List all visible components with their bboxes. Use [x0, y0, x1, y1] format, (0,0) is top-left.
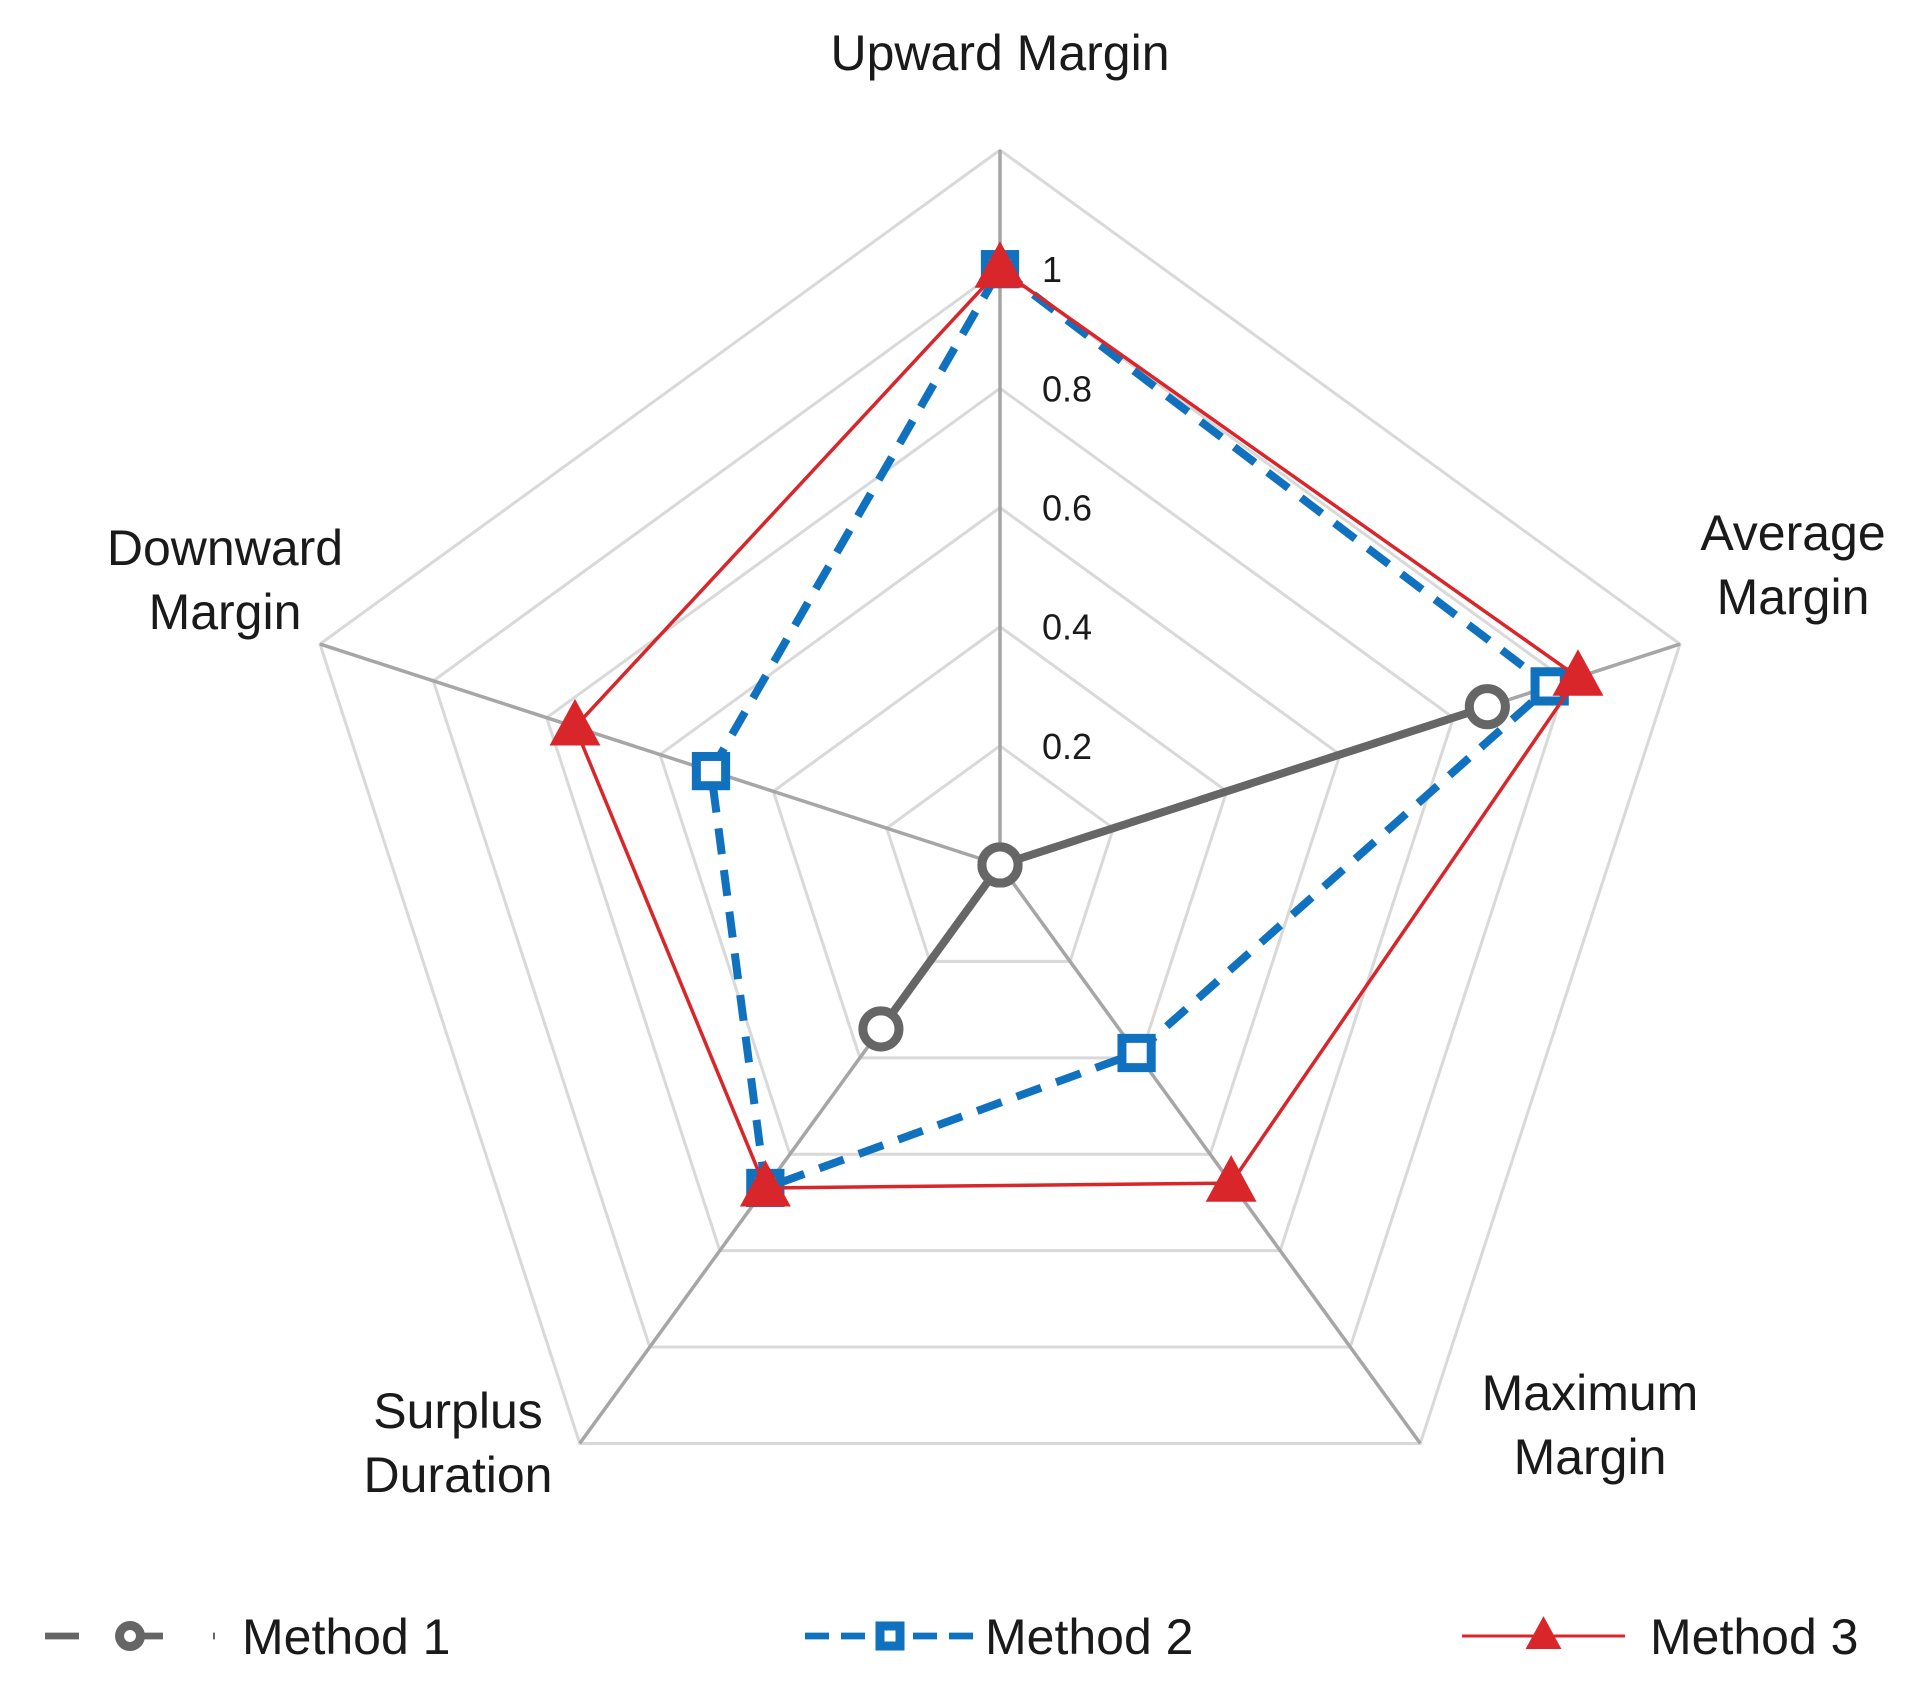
data-point: [974, 241, 1026, 288]
data-point: [739, 1159, 791, 1207]
grid-ring: [544, 386, 1456, 1253]
legend-label: Method 1: [242, 1609, 450, 1665]
grid-ring: [658, 505, 1342, 1156]
data-point: [549, 698, 601, 746]
tick-label: 0.2: [1042, 726, 1092, 767]
radar-tick-labels: 0.2 0.4 0.6 0.8 1: [1042, 249, 1092, 767]
data-point: [977, 842, 1023, 888]
legend-item: Method 2: [805, 1609, 1193, 1665]
grid-ring: [884, 743, 1116, 963]
data-point: [858, 1006, 904, 1052]
axis-label: Surplus Duration: [364, 1383, 553, 1503]
axis-label: Upward Margin: [830, 25, 1169, 81]
tick-label: 0.4: [1042, 607, 1092, 648]
axis-spoke: [319, 642, 1001, 867]
tick-label: 1: [1042, 249, 1062, 290]
legend-item: Method 1: [45, 1609, 450, 1665]
axis-spoke: [998, 863, 1422, 1445]
legend-label: Method 3: [1650, 1609, 1858, 1665]
radar-grid: [318, 148, 1682, 1445]
radar-axis-labels: Upward Margin Average Margin Maximum Margin S…: [107, 25, 1886, 1503]
data-point: [1205, 1155, 1257, 1202]
legend-item: Method 3: [1462, 1609, 1858, 1665]
axis-label: Average Margin: [1700, 505, 1885, 625]
series-method-1: [858, 684, 1510, 1052]
series-line: [706, 265, 1554, 1192]
series-line: [876, 702, 1492, 1033]
tick-label: 0.6: [1042, 488, 1092, 529]
tick-label: 0.8: [1042, 368, 1092, 409]
chart-legend: Method 1 Method 2 Method 3: [45, 1609, 1858, 1665]
data-point: [1525, 1616, 1562, 1650]
series-line: [573, 267, 1580, 1190]
data-point: [1117, 1033, 1156, 1073]
legend-label: Method 2: [985, 1609, 1193, 1665]
data-point: [691, 751, 731, 791]
axis-label: Maximum Margin: [1482, 1365, 1699, 1485]
data-point: [875, 1621, 905, 1651]
radar-series: [549, 241, 1604, 1208]
axis-label: Downward Margin: [107, 520, 343, 640]
data-point: [115, 1621, 145, 1651]
series-method-3: [549, 241, 1604, 1207]
grid-ring: [771, 624, 1229, 1060]
data-point: [1552, 649, 1604, 696]
data-point: [1464, 684, 1510, 730]
grid-ring: [318, 148, 1682, 1445]
grid-ring: [431, 267, 1569, 1349]
